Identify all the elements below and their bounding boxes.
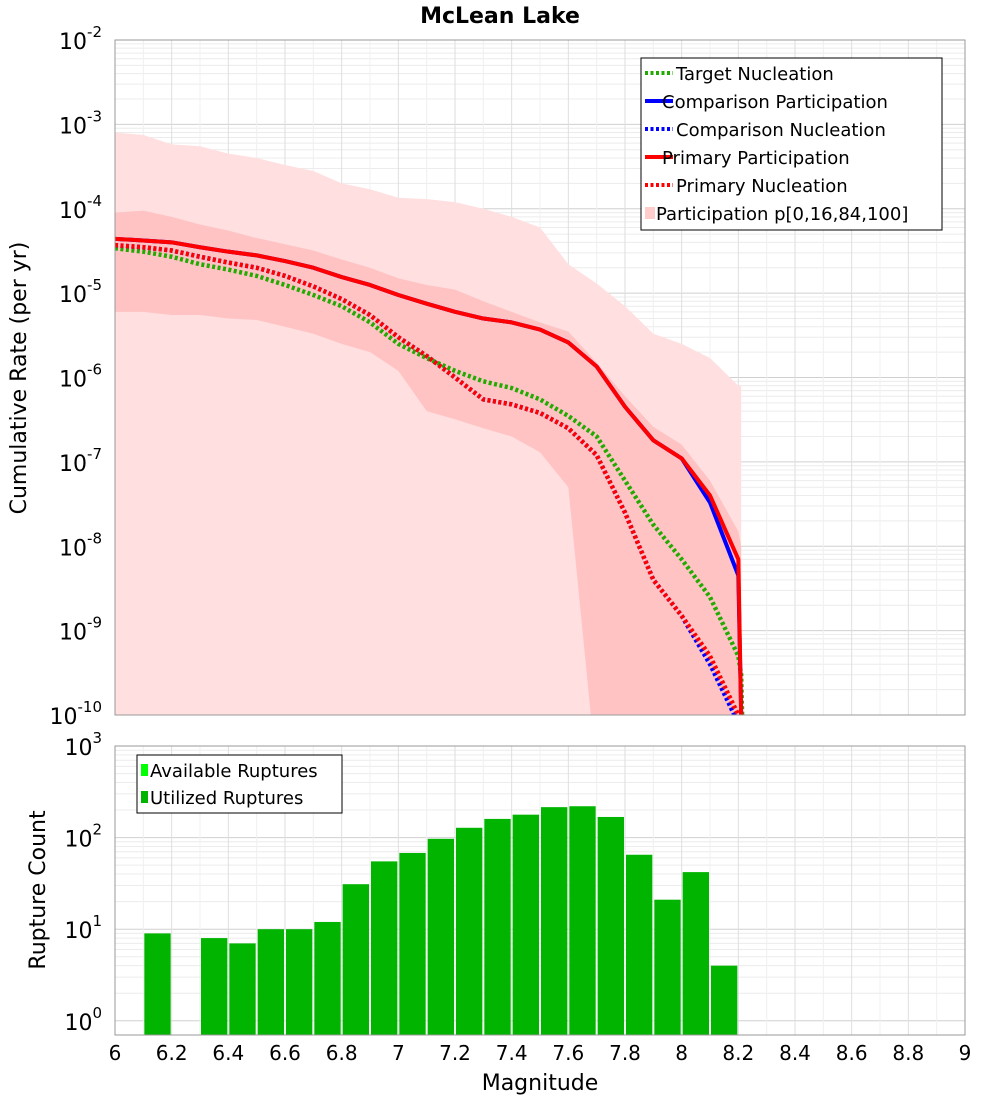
top-y-tick-label: 10-5 [59,276,102,308]
x-tick-label: 8.8 [892,1041,924,1065]
legend-label: Primary Participation [662,148,850,169]
top-y-tick-label: 10-2 [59,23,102,55]
legend-label: Utilized Ruptures [150,788,303,809]
x-tick-label: 8.4 [779,1041,811,1065]
bar [399,852,426,1035]
x-tick-label: 7.6 [552,1041,584,1065]
bar [456,827,483,1035]
band-p16-p84 [115,210,742,715]
bottom-y-tick-label: 101 [64,912,102,944]
bar [342,884,369,1035]
legend-label: Comparison Nucleation [676,120,886,141]
bottom-y-tick-label: 103 [64,729,102,761]
bar [257,929,284,1035]
bottom-legend-box [136,754,343,814]
bar [229,943,256,1035]
x-axis-label: Magnitude [482,1071,599,1096]
bar [286,929,313,1035]
bar [654,899,681,1035]
bottom-bars [144,806,738,1035]
legend-swatch [141,791,148,803]
x-tick-label: 6.6 [269,1041,301,1065]
x-tick-label: 8.2 [722,1041,754,1065]
top-y-tick-label: 10-8 [59,529,102,561]
top-y-ticks: 10-10 10-9 10-8 10-7 10-6 10-5 10-4 10-3 10-2 [50,23,103,730]
x-tick-label: 8 [675,1041,688,1065]
top-series [115,236,745,715]
bottom-y-ticks: 100 101 102 103 [64,729,102,1036]
x-tick-label: 7 [392,1041,405,1065]
x-tick-label: 7.8 [609,1041,641,1065]
top-legend-box [640,57,943,231]
series-target-nucleation [115,246,745,715]
top-y-tick-label: 10-3 [59,107,102,139]
x-tick-label: 7.4 [496,1041,528,1065]
x-tick-label: 6.4 [212,1041,244,1065]
bar [144,933,171,1035]
x-tick-label: 7.2 [439,1041,471,1065]
top-y-tick-label: 10-4 [59,192,102,224]
chart-title: McLean Lake [420,4,580,29]
x-tick-label: 6.2 [156,1041,188,1065]
top-legend: Target Nucleation Comparison Participatio… [640,57,943,231]
top-y-axis-label: Cumulative Rate (per yr) [7,242,32,515]
series-primary-participation [115,236,744,715]
series-primary-nucleation [115,242,741,715]
bar [427,838,454,1035]
bottom-y-tick-label: 100 [64,1004,102,1036]
top-y-tick-label: 10-10 [50,698,103,730]
x-tick-label: 6.8 [326,1041,358,1065]
bar [512,814,539,1035]
bar [484,818,511,1035]
legend-swatch [141,764,148,776]
bar [314,921,341,1035]
legend-swatch [645,207,655,219]
top-y-tick-label: 10-7 [59,445,102,477]
legend-label: Participation p[0,16,84,100] [656,204,908,225]
bar [711,965,738,1035]
legend-label: Primary Nucleation [676,176,848,197]
bar [371,861,398,1035]
x-tick-label: 8.6 [836,1041,868,1065]
x-tick-label: 9 [959,1041,972,1065]
bottom-legend: Available Ruptures Utilized Ruptures [136,754,343,814]
legend-label: Available Ruptures [150,761,318,782]
bar [541,807,568,1035]
top-bands [115,132,742,715]
top-y-tick-label: 10-6 [59,361,102,393]
x-tick-label: 6 [109,1041,122,1065]
top-y-tick-label: 10-9 [59,614,102,646]
bar [597,816,624,1035]
top-plot-frame [114,39,966,716]
legend-label: Target Nucleation [675,64,834,85]
bar [682,872,709,1035]
bar [201,938,228,1035]
legend-label: Comparison Participation [662,92,888,113]
bottom-y-axis-label: Rupture Count [26,810,51,970]
bottom-y-tick-label: 102 [64,821,102,853]
bar [626,854,653,1035]
bar [569,806,596,1035]
bottom-plot-frame [114,745,966,1036]
bottom-x-ticks: 6 6.2 6.4 6.6 6.8 7 7.2 7.4 7.6 7.8 8 8.2 8.4 8.6 8.8 9 [109,1041,972,1065]
